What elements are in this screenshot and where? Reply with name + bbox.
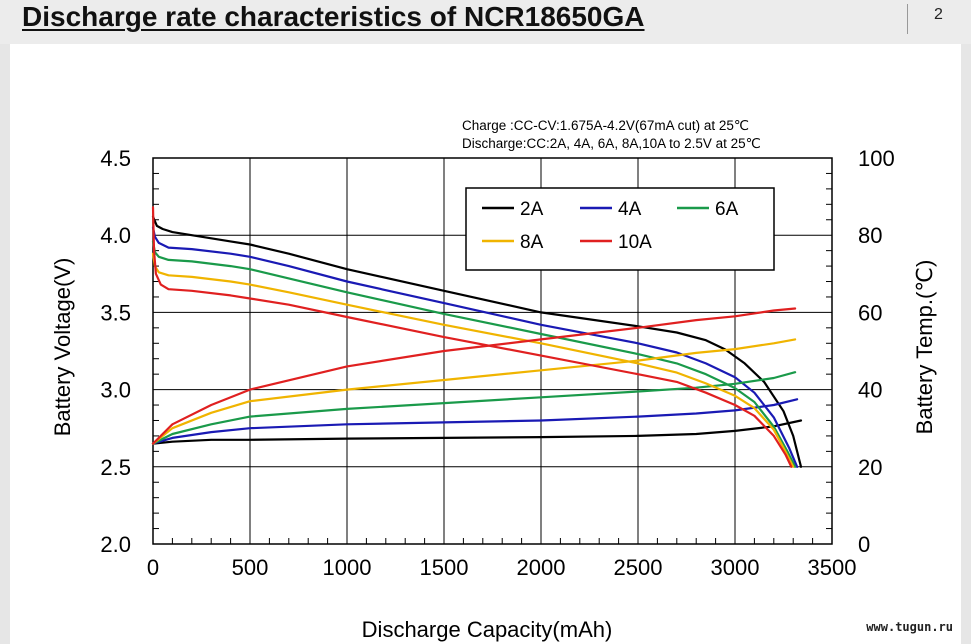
legend-label-6a: 6A (715, 199, 739, 220)
x-tick-label: 1500 (420, 555, 469, 580)
legend-label-8a: 8A (520, 232, 544, 253)
x-axis-label: Discharge Capacity(mAh) (362, 617, 613, 642)
temperature-curve-2a (151, 419, 803, 445)
y2-tick-label: 20 (858, 455, 882, 480)
voltage-curve-6a (151, 240, 797, 468)
chart-curves (151, 206, 803, 468)
chart-labels: Charge :CC-CV:1.675A-4.2V(67mA cut) at 2… (50, 118, 937, 642)
charge-condition: Charge :CC-CV:1.675A-4.2V(67mA cut) at 2… (462, 118, 749, 133)
discharge-chart: 0 500 1000 1500 2000 2500 3000 35002.02.53.03.5… (50, 118, 937, 642)
x-tick-label: 3500 (808, 555, 857, 580)
temperature-curve-8a (151, 338, 797, 445)
watermark: www.tugun.ru (866, 620, 953, 634)
y2-tick-label: 40 (858, 378, 882, 403)
x-tick-label: 1000 (323, 555, 372, 580)
header-bar: Discharge rate characteristics of NCR186… (0, 0, 971, 44)
slide-body: 0 500 1000 1500 2000 2500 3000 3500 2.0 2.5 3.0 3.5… (10, 44, 961, 644)
x-tick-label: 500 (232, 555, 269, 580)
x-tick-label: 3000 (711, 555, 760, 580)
y2-axis-label: Battery Temp.(℃) (912, 260, 937, 435)
legend-label-2a: 2A (520, 199, 544, 220)
voltage-curve-10a (151, 206, 793, 468)
chart-legend: 2A 4A 6A 8A 10A (465, 187, 775, 271)
y2-tick-label: 80 (858, 223, 882, 248)
y-tick-label: 2.0 (100, 532, 131, 557)
y-tick-label: 2.5 (100, 455, 131, 480)
x-tick-label: 2500 (614, 555, 663, 580)
y-axis-label: Battery Voltage(V) (50, 258, 75, 437)
page-title: Discharge rate characteristics of NCR186… (22, 1, 645, 32)
y-tick-label: 3.5 (100, 300, 131, 325)
voltage-curve-2a (151, 215, 803, 468)
discharge-condition: Discharge:CC:2A, 4A, 6A, 8A,10A to 2.5V … (462, 136, 761, 151)
plot-frame (152, 157, 833, 545)
legend-label-4a: 4A (618, 199, 642, 220)
legend-label-10a: 10A (618, 232, 652, 253)
voltage-curve-4a (151, 226, 799, 468)
y-tick-label: 4.5 (100, 146, 131, 171)
temperature-curve-6a (151, 371, 797, 445)
y-tick-label: 3.0 (100, 378, 131, 403)
y2-tick-label: 0 (858, 532, 870, 557)
y-tick-label: 4.0 (100, 223, 131, 248)
legend-box (465, 187, 775, 271)
chart-ticks: 0 500 1000 1500 2000 2500 3000 35002.02.53.03.5… (100, 146, 894, 580)
y2-tick-label: 100 (858, 146, 895, 171)
x-tick-label: 0 (147, 555, 159, 580)
page-number: 2 (934, 6, 943, 23)
x-tick-label: 2000 (517, 555, 566, 580)
page-number-box: 2 (907, 4, 968, 34)
y2-tick-label: 60 (858, 300, 882, 325)
temperature-curve-10a (151, 307, 797, 445)
voltage-curve-8a (151, 252, 795, 468)
